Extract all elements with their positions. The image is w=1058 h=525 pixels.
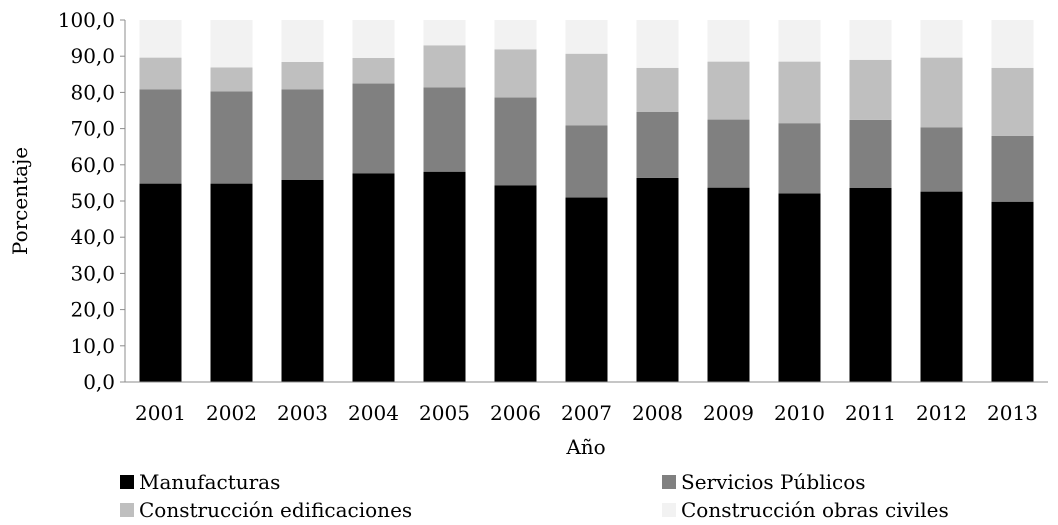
bar-manufacturas-2005 (423, 171, 466, 382)
bar-servicios-publicos-2001 (139, 89, 182, 184)
bar-servicios-publicos-2008 (636, 111, 679, 178)
y-axis-ticks: 0,0 10,0 20,0 30,0 40,0 50,0 60,0 70,0 80,0 90,0 1… (58, 8, 125, 394)
bar-construccion-obras-civiles-2002 (210, 20, 253, 68)
x-tick-label: 2011 (845, 401, 896, 425)
legend-item-construccion-obras-civiles: Construcción obras civiles (662, 498, 949, 522)
bar-manufacturas-2010 (778, 193, 821, 382)
legend-swatch-construccion-obras-civiles (662, 503, 676, 517)
y-tick-label: 100,0 (58, 8, 115, 32)
legend-label-servicios-publicos: Servicios Públicos (681, 470, 866, 494)
bar-construccion-edificaciones-2005 (423, 45, 466, 88)
legend-label-construccion-edificaciones: Construcción edificaciones (139, 498, 413, 522)
bar-manufacturas-2007 (565, 197, 608, 382)
bar-manufacturas-2012 (920, 191, 963, 382)
bar-construccion-obras-civiles-2010 (778, 20, 821, 62)
legend-label-manufacturas: Manufacturas (139, 470, 281, 494)
bar-manufacturas-2008 (636, 177, 679, 382)
bar-manufacturas-2004 (352, 173, 395, 382)
x-tick-label: 2002 (206, 401, 257, 425)
legend-item-servicios-publicos: Servicios Públicos (662, 470, 866, 494)
bar-construccion-obras-civiles-2007 (565, 20, 608, 54)
y-tick-label: 90,0 (70, 44, 115, 68)
bar-construccion-obras-civiles-2005 (423, 20, 466, 46)
legend-swatch-servicios-publicos (662, 475, 676, 489)
bar-servicios-publicos-2009 (707, 119, 750, 188)
bar-construccion-obras-civiles-2001 (139, 20, 182, 58)
y-tick-label: 40,0 (70, 225, 115, 249)
y-tick-label: 60,0 (70, 153, 115, 177)
bar-servicios-publicos-2003 (281, 89, 324, 180)
bar-construccion-edificaciones-2001 (139, 57, 182, 90)
bar-construccion-edificaciones-2009 (707, 61, 750, 120)
bar-manufacturas-2006 (494, 185, 537, 382)
bar-manufacturas-2003 (281, 180, 324, 382)
bar-servicios-publicos-2012 (920, 127, 963, 192)
stacked-bar-chart: 0,0 10,0 20,0 30,0 40,0 50,0 60,0 70,0 80,0 90,0 1… (8, 8, 1048, 459)
bar-construccion-edificaciones-2011 (849, 59, 892, 120)
bar-manufacturas-2009 (707, 187, 750, 382)
legend: Manufacturas Servicios Públicos Construc… (120, 466, 1020, 522)
bars-group (139, 20, 1034, 382)
bar-servicios-publicos-2004 (352, 83, 395, 174)
y-tick-label: 0,0 (83, 370, 115, 394)
x-axis-ticks: 2001 2002 2003 2004 2005 2006 2007 2008 2009 2010… (135, 401, 1038, 425)
x-tick-label: 2006 (490, 401, 541, 425)
x-axis-title: Año (565, 435, 605, 459)
x-tick-label: 2009 (703, 401, 754, 425)
bar-servicios-publicos-2002 (210, 91, 253, 184)
y-tick-label: 70,0 (70, 117, 115, 141)
bar-servicios-publicos-2013 (991, 135, 1034, 202)
bar-construccion-obras-civiles-2006 (494, 20, 537, 50)
bar-servicios-publicos-2006 (494, 97, 537, 186)
y-tick-label: 30,0 (70, 261, 115, 285)
bar-servicios-publicos-2005 (423, 87, 466, 172)
bar-construccion-obras-civiles-2009 (707, 20, 750, 62)
y-tick-label: 10,0 (70, 334, 115, 358)
bar-construccion-edificaciones-2002 (210, 67, 253, 92)
bar-servicios-publicos-2011 (849, 119, 892, 188)
x-tick-label: 2003 (277, 401, 328, 425)
bar-construccion-edificaciones-2008 (636, 67, 679, 112)
bar-manufacturas-2013 (991, 201, 1034, 382)
x-tick-label: 2001 (135, 401, 186, 425)
x-tick-label: 2004 (348, 401, 399, 425)
y-axis-title: Porcentaje (8, 147, 32, 255)
bar-construccion-edificaciones-2003 (281, 62, 324, 90)
x-tick-label: 2007 (561, 401, 612, 425)
bar-construccion-edificaciones-2010 (778, 61, 821, 124)
bar-manufacturas-2002 (210, 183, 253, 382)
x-tick-label: 2008 (632, 401, 683, 425)
x-tick-label: 2005 (419, 401, 470, 425)
bar-construccion-obras-civiles-2011 (849, 20, 892, 60)
x-tick-label: 2012 (916, 401, 967, 425)
bar-servicios-publicos-2007 (565, 125, 608, 198)
legend-swatch-manufacturas (120, 475, 134, 489)
bar-construccion-edificaciones-2006 (494, 49, 537, 98)
y-tick-label: 80,0 (70, 80, 115, 104)
legend-item-manufacturas: Manufacturas (120, 470, 280, 494)
bar-construccion-obras-civiles-2012 (920, 20, 963, 58)
x-tick-label: 2010 (774, 401, 825, 425)
legend-swatch-construccion-edificaciones (120, 503, 134, 517)
bar-construccion-edificaciones-2013 (991, 67, 1034, 136)
legend-item-construccion-edificaciones: Construcción edificaciones (120, 498, 412, 522)
bar-construccion-edificaciones-2004 (352, 58, 395, 84)
bar-manufacturas-2011 (849, 188, 892, 382)
bar-manufacturas-2001 (139, 183, 182, 382)
bar-construccion-obras-civiles-2013 (991, 20, 1034, 68)
bar-construccion-edificaciones-2012 (920, 57, 963, 128)
y-tick-label: 20,0 (70, 298, 115, 322)
bar-construccion-edificaciones-2007 (565, 53, 608, 126)
bar-construccion-obras-civiles-2004 (352, 20, 395, 58)
x-tick-label: 2013 (987, 401, 1038, 425)
y-tick-label: 50,0 (70, 189, 115, 213)
bar-construccion-obras-civiles-2003 (281, 20, 324, 62)
bar-construccion-obras-civiles-2008 (636, 20, 679, 68)
legend-label-construccion-obras-civiles: Construcción obras civiles (681, 498, 949, 522)
bar-servicios-publicos-2010 (778, 123, 821, 194)
